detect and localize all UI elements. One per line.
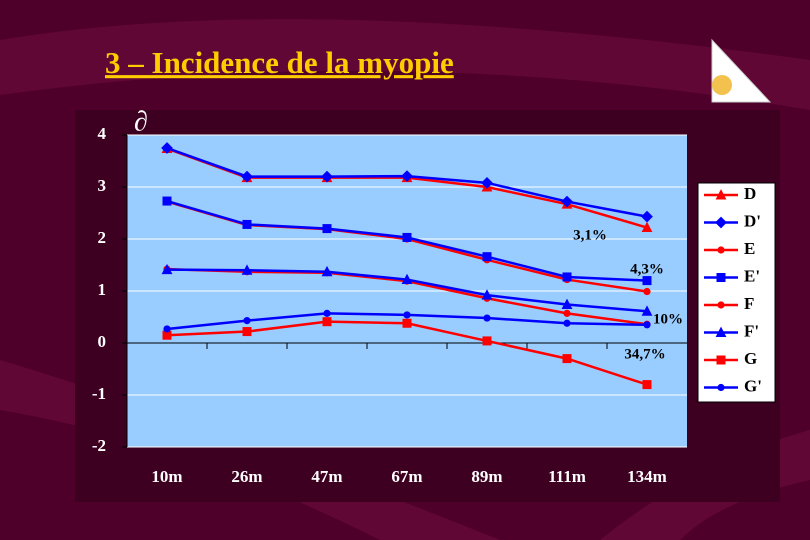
y-tick-label: 4 xyxy=(98,124,107,143)
legend-label: E xyxy=(744,239,755,258)
marker xyxy=(241,264,253,275)
marker xyxy=(563,319,571,327)
y-tick-label: 3 xyxy=(98,176,107,195)
x-tick-label: 26m xyxy=(231,467,262,486)
marker xyxy=(561,298,573,310)
marker xyxy=(562,272,572,282)
marker xyxy=(403,311,411,319)
annotation: 10% xyxy=(653,311,683,327)
y-tick-label: 1 xyxy=(98,280,107,299)
marker xyxy=(642,276,652,286)
x-tick-label: 134m xyxy=(627,467,667,486)
legend-marker xyxy=(715,216,727,229)
marker xyxy=(402,232,412,242)
marker xyxy=(643,321,651,329)
marker xyxy=(241,170,253,183)
marker xyxy=(401,170,413,182)
legend-label: F' xyxy=(744,321,759,340)
marker xyxy=(482,336,492,346)
legend-label: G' xyxy=(744,376,762,395)
legend-marker xyxy=(716,355,726,365)
marker xyxy=(162,330,172,340)
marker xyxy=(161,142,173,154)
marker xyxy=(643,287,651,296)
legend-marker xyxy=(715,189,727,200)
x-tick-label: 111m xyxy=(548,467,586,486)
marker xyxy=(322,224,332,234)
x-tick-label: 89m xyxy=(471,467,502,486)
marker xyxy=(641,210,653,223)
marker xyxy=(481,176,493,189)
swoosh xyxy=(0,19,810,110)
marker xyxy=(321,265,333,277)
x-tick-label: 10m xyxy=(151,467,182,486)
marker xyxy=(321,170,333,183)
annotation: 34,7% xyxy=(624,346,665,362)
y-tick-label: 0 xyxy=(98,332,107,351)
legend-label: D' xyxy=(744,211,761,230)
legend-marker xyxy=(717,301,725,309)
marker xyxy=(481,289,493,300)
marker xyxy=(163,325,171,333)
y-tick-label: 2 xyxy=(98,228,107,247)
marker xyxy=(322,317,332,327)
annotation: 4,3% xyxy=(630,261,664,277)
marker xyxy=(243,317,251,325)
legend-label: D xyxy=(744,184,756,203)
marker xyxy=(242,219,252,229)
marker xyxy=(483,314,491,322)
marker xyxy=(641,221,653,233)
marker xyxy=(563,309,571,317)
figure-icon xyxy=(712,75,732,95)
y-symbol: ∂ xyxy=(134,106,148,137)
marker xyxy=(242,327,252,337)
y-tick-label: -2 xyxy=(92,436,106,455)
marker xyxy=(161,263,173,275)
legend-marker xyxy=(716,273,726,282)
marker xyxy=(562,354,572,364)
marker xyxy=(162,196,172,206)
legend-label: G xyxy=(744,349,757,368)
legend-label: F xyxy=(744,294,754,313)
marker xyxy=(561,195,573,208)
marker xyxy=(323,309,331,317)
marker xyxy=(402,318,412,328)
legend-marker xyxy=(717,383,725,392)
marker xyxy=(401,273,413,285)
legend-label: E' xyxy=(744,266,760,285)
annotation: 3,1% xyxy=(573,227,607,243)
marker xyxy=(641,305,653,316)
legend-box xyxy=(697,182,776,403)
title: 3 – Incidence de la myopie xyxy=(105,45,454,80)
marker xyxy=(642,380,652,390)
marker xyxy=(482,252,492,262)
x-tick-label: 47m xyxy=(311,467,342,486)
x-tick-label: 67m xyxy=(391,467,422,486)
legend-marker xyxy=(715,326,727,337)
legend-marker xyxy=(717,246,725,254)
y-tick-label: -1 xyxy=(92,384,106,403)
